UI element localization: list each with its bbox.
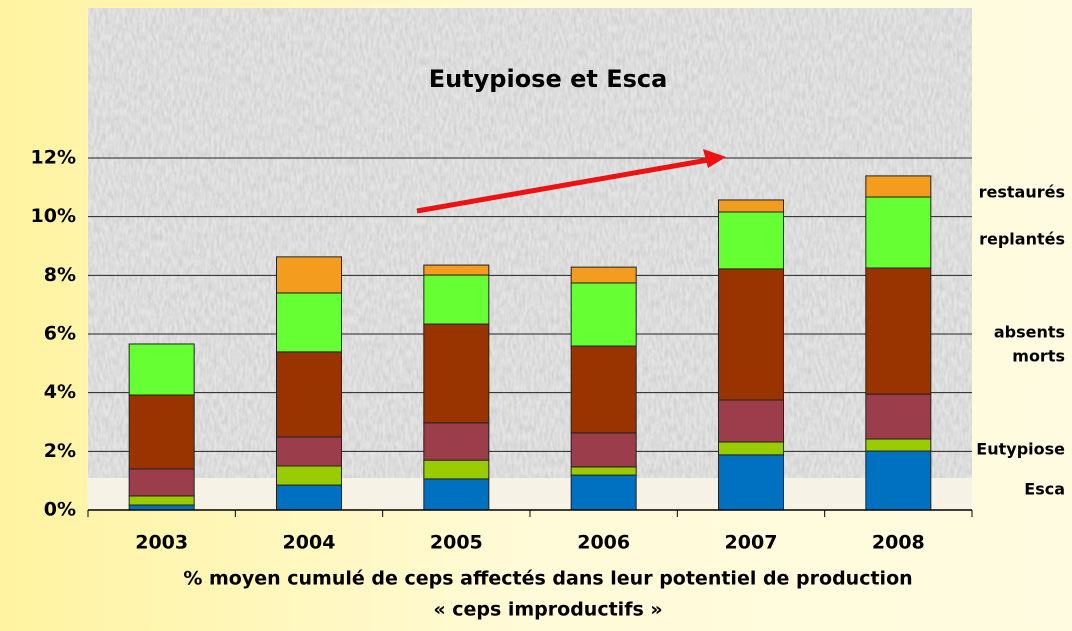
bar-segment <box>276 436 342 467</box>
caption: % moyen cumulé de ceps affectés dans leu… <box>183 568 912 590</box>
trend-arrow <box>416 157 709 214</box>
bar-segment <box>423 323 490 424</box>
y-tick-label: 6% <box>44 323 76 345</box>
bar-segment <box>128 343 195 396</box>
bar-segment <box>718 441 784 456</box>
bar-segment <box>718 199 784 213</box>
y-tick-label: 0% <box>44 499 76 521</box>
trend-arrow-head <box>703 149 726 168</box>
bar-segment <box>570 345 637 434</box>
x-tick-label: 2004 <box>283 532 336 554</box>
legend-label: Esca <box>1024 480 1065 499</box>
x-tick-label: 2006 <box>577 532 630 554</box>
bar-segment <box>128 394 195 470</box>
bar-segment <box>718 268 784 401</box>
y-tick-label: 12% <box>31 147 76 169</box>
legend-label: morts <box>1012 347 1065 366</box>
bar-segment <box>276 465 342 486</box>
bar-segment <box>276 292 342 353</box>
y-tick-label: 10% <box>31 205 76 227</box>
bar-segment <box>570 474 637 511</box>
bar-segment <box>570 466 637 476</box>
bar-segment <box>276 484 342 511</box>
caption: « ceps improductifs » <box>433 599 662 621</box>
y-tick-label: 8% <box>44 264 76 286</box>
x-tick-label: 2005 <box>430 532 483 554</box>
y-tick-label: 4% <box>44 381 76 403</box>
bar-segment <box>865 267 932 395</box>
bar-segment <box>423 459 490 480</box>
bar-segment <box>423 478 490 511</box>
bar-segment <box>865 175 932 198</box>
legend-label: restaurés <box>979 183 1065 202</box>
bar-segment <box>718 211 784 270</box>
bar-segment <box>128 495 195 506</box>
chart-title: Eutypiose et Esca <box>429 65 668 93</box>
bar-segment <box>718 399 784 443</box>
bar-segment <box>423 274 490 325</box>
y-tick-label: 2% <box>44 440 76 462</box>
x-tick-label: 2008 <box>872 532 925 554</box>
bar-segment <box>865 450 932 511</box>
bar-segment <box>865 438 932 452</box>
bar-segment <box>718 454 784 511</box>
bar-segment <box>423 264 490 276</box>
legend-label: absents <box>994 323 1065 342</box>
x-tick-label: 2007 <box>725 532 778 554</box>
bar-segment <box>570 266 637 284</box>
bar-segment <box>128 468 195 497</box>
plot-floor <box>88 478 972 510</box>
x-tick-label: 2003 <box>135 532 188 554</box>
legend-label: Eutypiose <box>976 440 1065 459</box>
plot-area <box>88 8 972 478</box>
bar-segment <box>865 393 932 440</box>
bar-segment <box>423 422 490 461</box>
bar-segment <box>865 196 932 269</box>
legend-label: replantés <box>979 230 1065 249</box>
bar-segment <box>276 256 342 294</box>
bar-segment <box>276 351 342 438</box>
bars <box>128 175 932 511</box>
bar-segment <box>570 432 637 468</box>
bar-segment <box>570 282 637 347</box>
